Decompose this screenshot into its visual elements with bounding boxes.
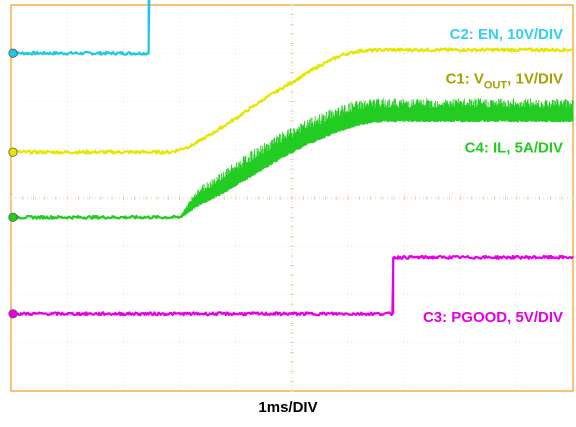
trace-3 — [10, 117, 575, 220]
channel-marker — [8, 147, 18, 157]
channel-label: C4: IL, 5A/DIV — [465, 139, 563, 156]
channel-label: C2: EN, 10V/DIV — [450, 26, 563, 43]
channel-marker — [8, 309, 18, 319]
channel-label: C3: PGOOD, 5V/DIV — [423, 309, 563, 326]
channel-marker — [8, 212, 18, 222]
trace-2 — [10, 47, 574, 155]
channel-labels: C2: EN, 10V/DIV C1: VOUT, 1V/DIV C4: IL, 5… — [423, 26, 563, 326]
traces — [10, 0, 575, 317]
trace-4 — [10, 254, 574, 317]
x-axis-label: 1ms/DIV — [258, 399, 318, 416]
trace-1 — [10, 0, 151, 56]
channel-markers — [8, 48, 18, 319]
channel-label: C1: VOUT, 1V/DIV — [446, 70, 563, 91]
grid — [10, 4, 574, 392]
channel-marker — [8, 48, 18, 58]
